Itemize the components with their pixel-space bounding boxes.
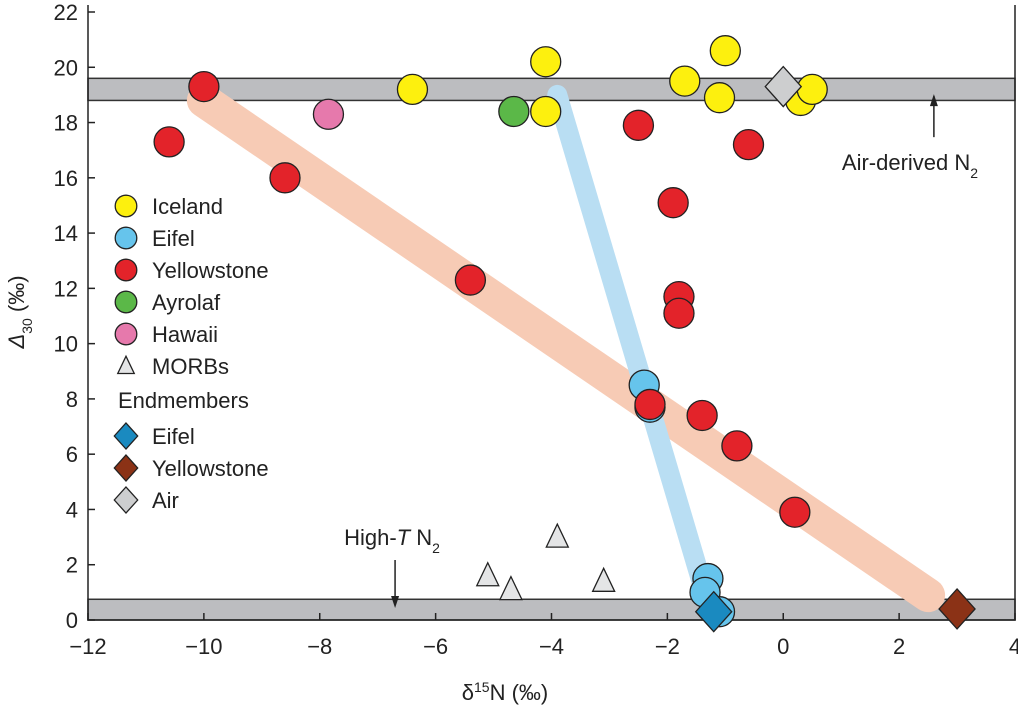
x-tick-label: −12 (69, 634, 106, 659)
legend-marker-iceland (114, 194, 138, 218)
x-axis-label: δ15N (‰) (462, 679, 548, 705)
legend-marker-hawaii (114, 322, 138, 346)
point-yellowstone (686, 399, 718, 432)
point-iceland (396, 73, 429, 106)
legend-marker-eifel (114, 226, 138, 250)
point-yellowstone (634, 388, 666, 421)
trend-band-0 (186, 83, 946, 613)
point-yellowstone (269, 162, 301, 194)
endmember-eifel (694, 590, 733, 633)
legend-marker-endmember-yellowstone (113, 454, 139, 482)
annotation-air-derived-n2: Air-derived N2 (842, 150, 978, 181)
legend-marker-morbs (116, 354, 136, 375)
point-iceland (530, 95, 562, 128)
legend-label-endmember-yellowstone: Yellowstone (152, 456, 269, 481)
y-tick-label: 18 (54, 111, 78, 136)
legend-marker-endmember-eifel (113, 422, 139, 450)
x-tick-label: −4 (539, 634, 564, 659)
point-ayrolaf (498, 95, 530, 128)
point-yellowstone (663, 297, 695, 329)
point-yellowstone (188, 70, 220, 103)
point-yellowstone (622, 109, 655, 141)
legend-label-hawaii: Hawaii (152, 322, 218, 347)
y-tick-label: 0 (66, 608, 78, 633)
y-tick-label: 6 (66, 442, 78, 467)
point-yellowstone (732, 129, 765, 161)
point-iceland (709, 35, 741, 67)
point-yellowstone (657, 187, 689, 219)
annotation-high-t-n2: High-T N2 (344, 525, 440, 556)
point-hawaii (312, 98, 345, 130)
legend-label-eifel: Eifel (152, 226, 195, 251)
point-yellowstone (153, 126, 185, 158)
x-tick-label: −2 (655, 634, 680, 659)
y-tick-label: 22 (54, 0, 78, 25)
y-tick-label: 4 (66, 497, 78, 522)
x-tick-label: −8 (307, 634, 332, 659)
point-morbs (545, 522, 570, 548)
legend-label-yellowstone: Yellowstone (152, 258, 269, 283)
point-morbs (591, 566, 616, 592)
legend-label-endmember-eifel: Eifel (152, 424, 195, 449)
point-yellowstone (454, 264, 487, 296)
trend-band-1 (547, 84, 718, 614)
y-tick-label: 8 (66, 387, 78, 412)
point-yellowstone (779, 496, 811, 528)
point-morbs (475, 561, 500, 587)
legend-heading: Endmembers (118, 388, 249, 413)
legend-label-morbs: MORBs (152, 354, 229, 379)
point-iceland (530, 46, 562, 78)
endmember-air (764, 65, 803, 108)
point-iceland (669, 65, 701, 97)
y-tick-label: 12 (54, 276, 78, 301)
x-tick-label: 0 (777, 634, 789, 659)
endmember-yellowstone (938, 587, 976, 630)
y-tick-label: 2 (66, 553, 78, 578)
point-morbs (498, 575, 523, 601)
x-tick-label: −10 (185, 634, 222, 659)
y-tick-label: 10 (54, 332, 78, 357)
y-tick-label: 20 (54, 55, 78, 80)
legend-marker-endmember-air (113, 486, 139, 514)
legend-marker-yellowstone (114, 258, 138, 282)
air-arrow-head (929, 94, 938, 107)
y-tick-label: 16 (54, 166, 78, 191)
legend-label-iceland: Iceland (152, 194, 223, 219)
legend-marker-ayrolaf (114, 290, 138, 314)
legend-label-ayrolaf: Ayrolaf (152, 290, 221, 315)
point-yellowstone (721, 430, 753, 462)
y-axis-label: Δ30 (‰) (4, 275, 35, 349)
legend-label-endmember-air: Air (152, 488, 179, 513)
hight-arrow-head (391, 596, 400, 608)
point-iceland (703, 82, 736, 114)
point-iceland (796, 73, 828, 106)
x-tick-label: −6 (423, 634, 448, 659)
y-tick-label: 14 (54, 221, 78, 246)
x-tick-label: 2 (893, 634, 905, 659)
x-tick-label: 4 (1009, 634, 1018, 659)
